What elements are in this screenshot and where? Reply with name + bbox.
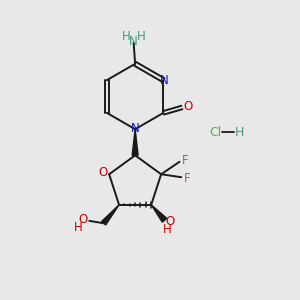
Polygon shape <box>132 129 138 155</box>
Text: H: H <box>137 30 146 43</box>
Text: H: H <box>235 126 244 139</box>
Polygon shape <box>151 205 167 222</box>
Text: F: F <box>182 154 189 167</box>
Text: H: H <box>163 223 171 236</box>
Polygon shape <box>102 205 119 225</box>
Text: O: O <box>78 213 87 226</box>
Text: O: O <box>184 100 193 113</box>
Text: H: H <box>122 30 130 43</box>
Text: N: N <box>131 122 140 135</box>
Text: Cl: Cl <box>209 126 221 139</box>
Text: F: F <box>184 172 190 184</box>
Text: N: N <box>129 35 138 48</box>
Text: O: O <box>98 166 107 179</box>
Text: N: N <box>160 74 169 87</box>
Text: O: O <box>165 215 175 228</box>
Text: H: H <box>74 221 82 234</box>
